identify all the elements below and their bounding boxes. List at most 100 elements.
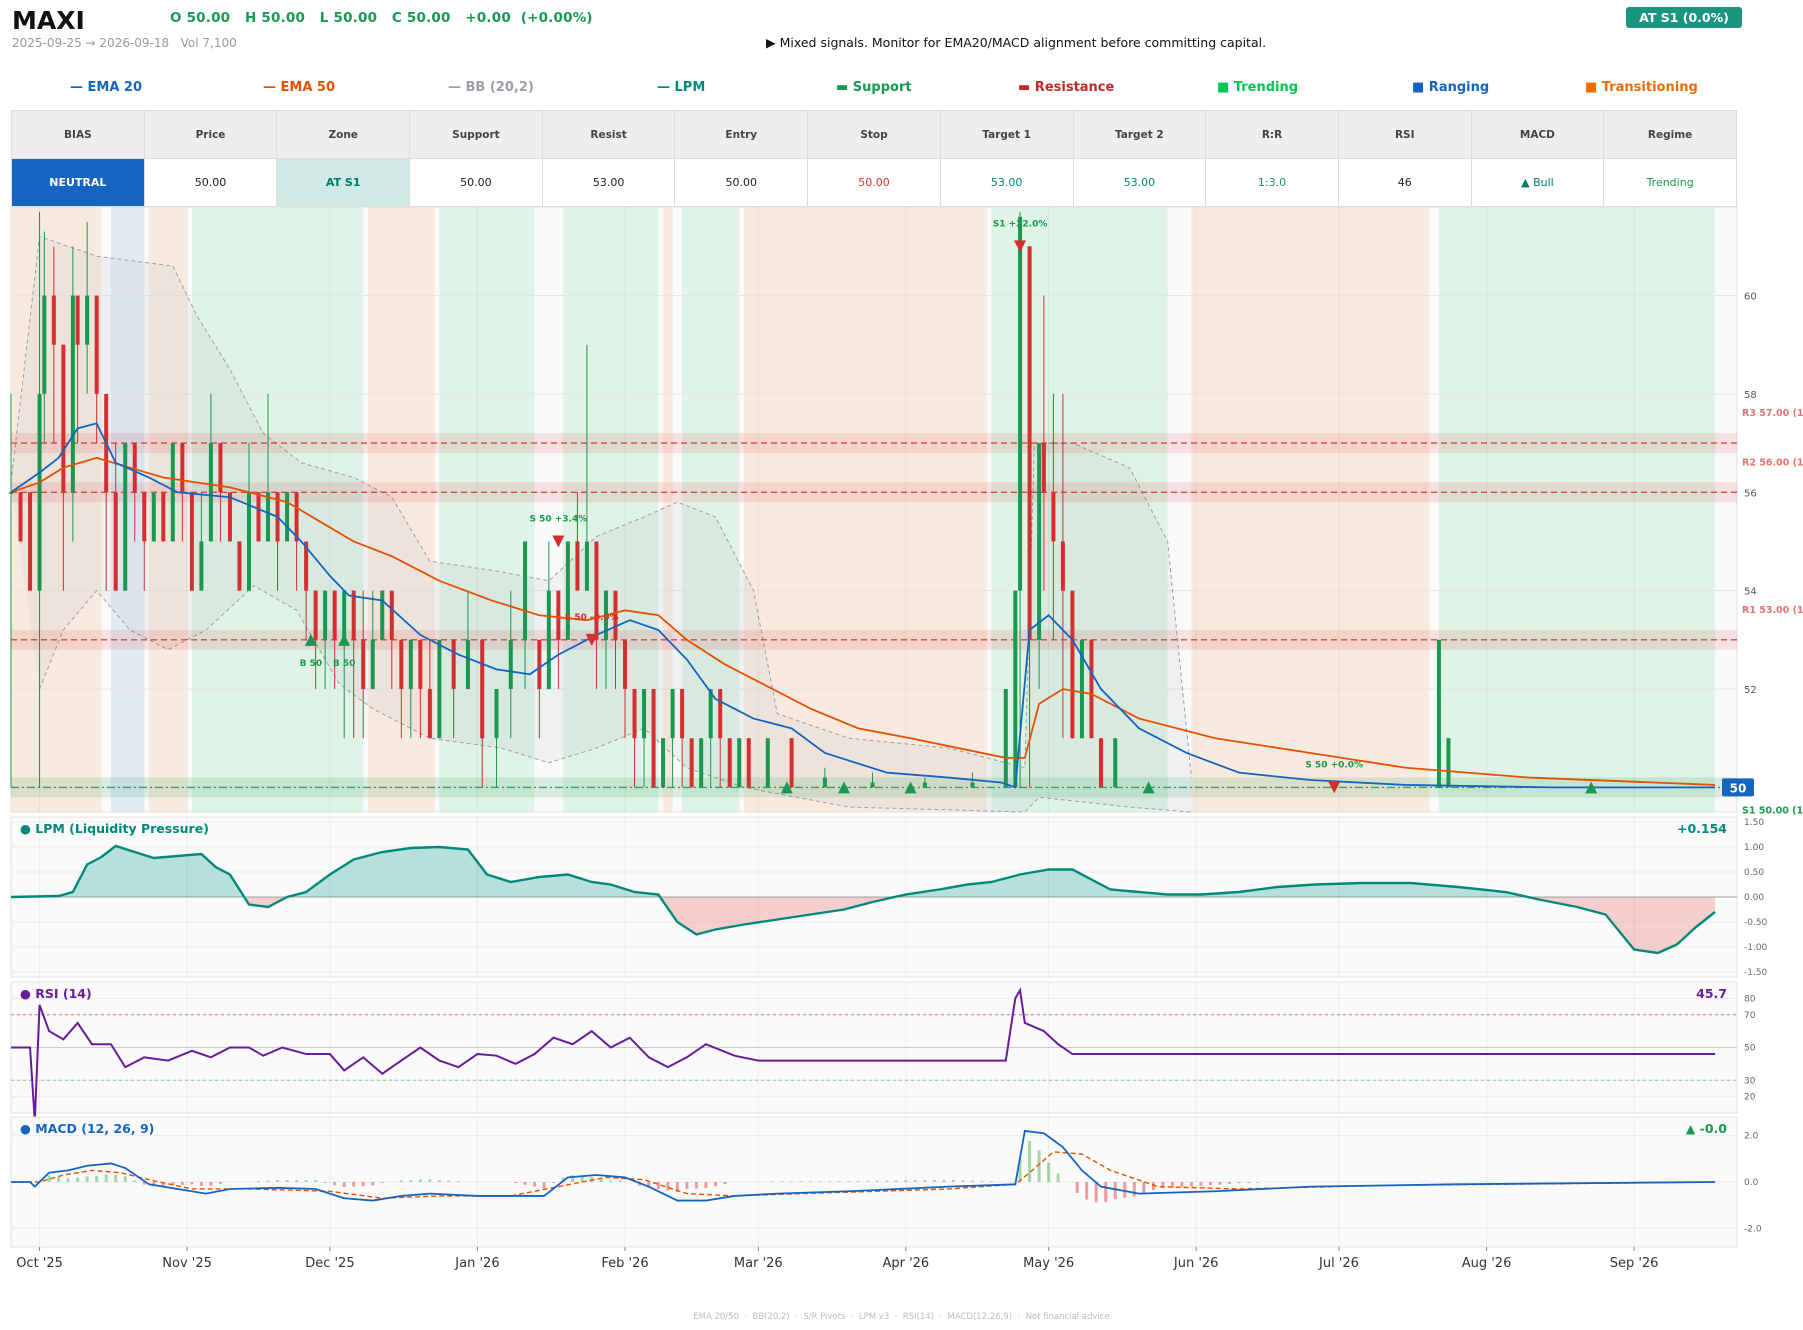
macd-histogram-bar — [561, 1177, 565, 1182]
x-tick-label: May '26 — [1023, 1256, 1074, 1271]
macd-histogram-bar — [1247, 1182, 1251, 1183]
macd-histogram-bar — [1113, 1182, 1117, 1200]
candle-body — [1041, 443, 1046, 493]
candle-body — [870, 782, 875, 788]
candle-body — [323, 590, 328, 640]
val-entry: 50.00 — [674, 158, 809, 207]
macd-histogram-bar — [57, 1177, 61, 1182]
macd-histogram-bar — [295, 1180, 299, 1182]
macd-histogram-bar — [1028, 1140, 1032, 1182]
macd-histogram-bar — [1094, 1182, 1098, 1203]
col-price: Price — [143, 110, 278, 159]
macd-histogram-bar — [856, 1181, 860, 1182]
macd-histogram-bar — [828, 1181, 832, 1182]
val-support: 50.00 — [409, 158, 543, 207]
signal-message: ▶ Mixed signals. Monitor for EMA20/MACD … — [766, 35, 1267, 50]
x-tick-label: Oct '25 — [16, 1256, 63, 1271]
macd-histogram-bar — [1237, 1182, 1241, 1184]
macd-histogram-bar — [523, 1182, 527, 1185]
macd-histogram-bar — [161, 1182, 165, 1186]
candle-body — [699, 738, 704, 788]
macd-histogram-bar — [133, 1180, 137, 1182]
candle-body — [199, 541, 204, 591]
candle-body — [70, 295, 75, 493]
candle-body — [380, 590, 385, 640]
candle-body — [523, 541, 528, 640]
macd-histogram-bar — [1161, 1182, 1165, 1189]
macd-histogram-bar — [723, 1182, 727, 1185]
col-target1: Target 1 — [939, 110, 1074, 159]
macd-histogram-bar — [123, 1176, 127, 1182]
x-tick-label: Dec '25 — [305, 1256, 354, 1271]
macd-histogram-bar — [437, 1180, 441, 1182]
lpm-line — [10, 844, 1716, 955]
col-stop: Stop — [807, 110, 941, 159]
candle-body — [1037, 443, 1042, 640]
candle-body — [670, 689, 675, 739]
macd-histogram-bar — [932, 1179, 936, 1182]
macd-signal-line — [11, 1151, 1716, 1199]
sell-marker-label: S1 +22.0% — [993, 219, 1048, 229]
macd-histogram-bar — [456, 1181, 460, 1182]
val-rr: 1:3.0 — [1205, 158, 1339, 207]
candle-body — [737, 738, 742, 788]
candle-body — [218, 443, 223, 493]
macd-histogram-bar — [675, 1182, 679, 1193]
macd-histogram-bar — [342, 1182, 346, 1188]
macd-histogram-bar — [180, 1182, 184, 1185]
val-regime: Trending — [1603, 158, 1737, 207]
macd-histogram-bar — [1228, 1182, 1232, 1184]
macd-histogram-bar — [694, 1182, 698, 1189]
macd-histogram-bar — [656, 1182, 660, 1189]
candle-body — [399, 639, 404, 690]
candle-body — [651, 689, 656, 788]
macd-histogram-bar — [333, 1182, 337, 1186]
level-label: S1 50.00 (16x) — [1742, 805, 1803, 816]
candle-body — [9, 492, 13, 494]
candle-body — [1051, 492, 1056, 542]
macd-pane: 2.0 0.0 -2.0 ● MACD (12, 26, 9) ▲ -0.0 — [10, 1116, 1762, 1248]
sell-marker — [1014, 240, 1027, 253]
macd-histogram-bar — [552, 1182, 556, 1183]
zone-badge: AT S1 (0.0%) — [1626, 7, 1742, 28]
candle-body — [113, 492, 118, 591]
macd-histogram-bar — [1199, 1182, 1203, 1186]
macd-histogram-bar — [1170, 1182, 1174, 1188]
macd-histogram-bar — [1142, 1182, 1146, 1194]
candle-body — [970, 782, 975, 788]
macd-histogram-bar — [970, 1180, 974, 1182]
val-stop: 50.00 — [807, 158, 941, 207]
macd-histogram-bar — [1256, 1182, 1260, 1183]
macd-tick-label: 0.0 — [1744, 1178, 1759, 1188]
legend-lpm: — LPM — [657, 80, 706, 95]
val-resist: 53.00 — [541, 158, 676, 207]
legend-ema20: — EMA 20 — [70, 80, 143, 95]
val-macd: ▲ Bull — [1470, 158, 1605, 207]
summary-header-row: BIAS Price Zone Support Resist Entry Sto… — [11, 110, 1737, 159]
sell-marker — [585, 633, 598, 646]
summary-value-row: NEUTRAL 50.00 AT S1 50.00 53.00 50.00 50… — [11, 158, 1737, 207]
x-tick-label: Mar '26 — [734, 1256, 783, 1271]
buy-marker — [780, 781, 793, 794]
candle-body — [642, 689, 647, 739]
macd-histogram-bar — [1132, 1182, 1136, 1197]
macd-histogram-bar — [771, 1181, 775, 1182]
lpm-tick-label: -1.00 — [1744, 943, 1768, 953]
candle-body — [227, 492, 232, 542]
candle-body — [313, 590, 318, 640]
macd-histogram-bar — [780, 1181, 784, 1182]
macd-histogram-bar — [799, 1181, 803, 1182]
candle-body — [37, 393, 42, 591]
macd-histogram-bar — [704, 1182, 708, 1189]
macd-histogram-bar — [1037, 1150, 1041, 1182]
macd-histogram-bar — [190, 1182, 194, 1185]
candle-body — [42, 295, 47, 394]
candle-body — [170, 443, 175, 542]
macd-histogram-bar — [114, 1174, 118, 1182]
macd-histogram-bar — [380, 1182, 384, 1183]
x-tick-label: Aug '26 — [1462, 1256, 1512, 1271]
candle-body — [1018, 216, 1023, 591]
regime-band — [439, 207, 535, 812]
candle-body — [332, 590, 337, 640]
summary-table: BIAS Price Zone Support Resist Entry Sto… — [11, 110, 1737, 207]
